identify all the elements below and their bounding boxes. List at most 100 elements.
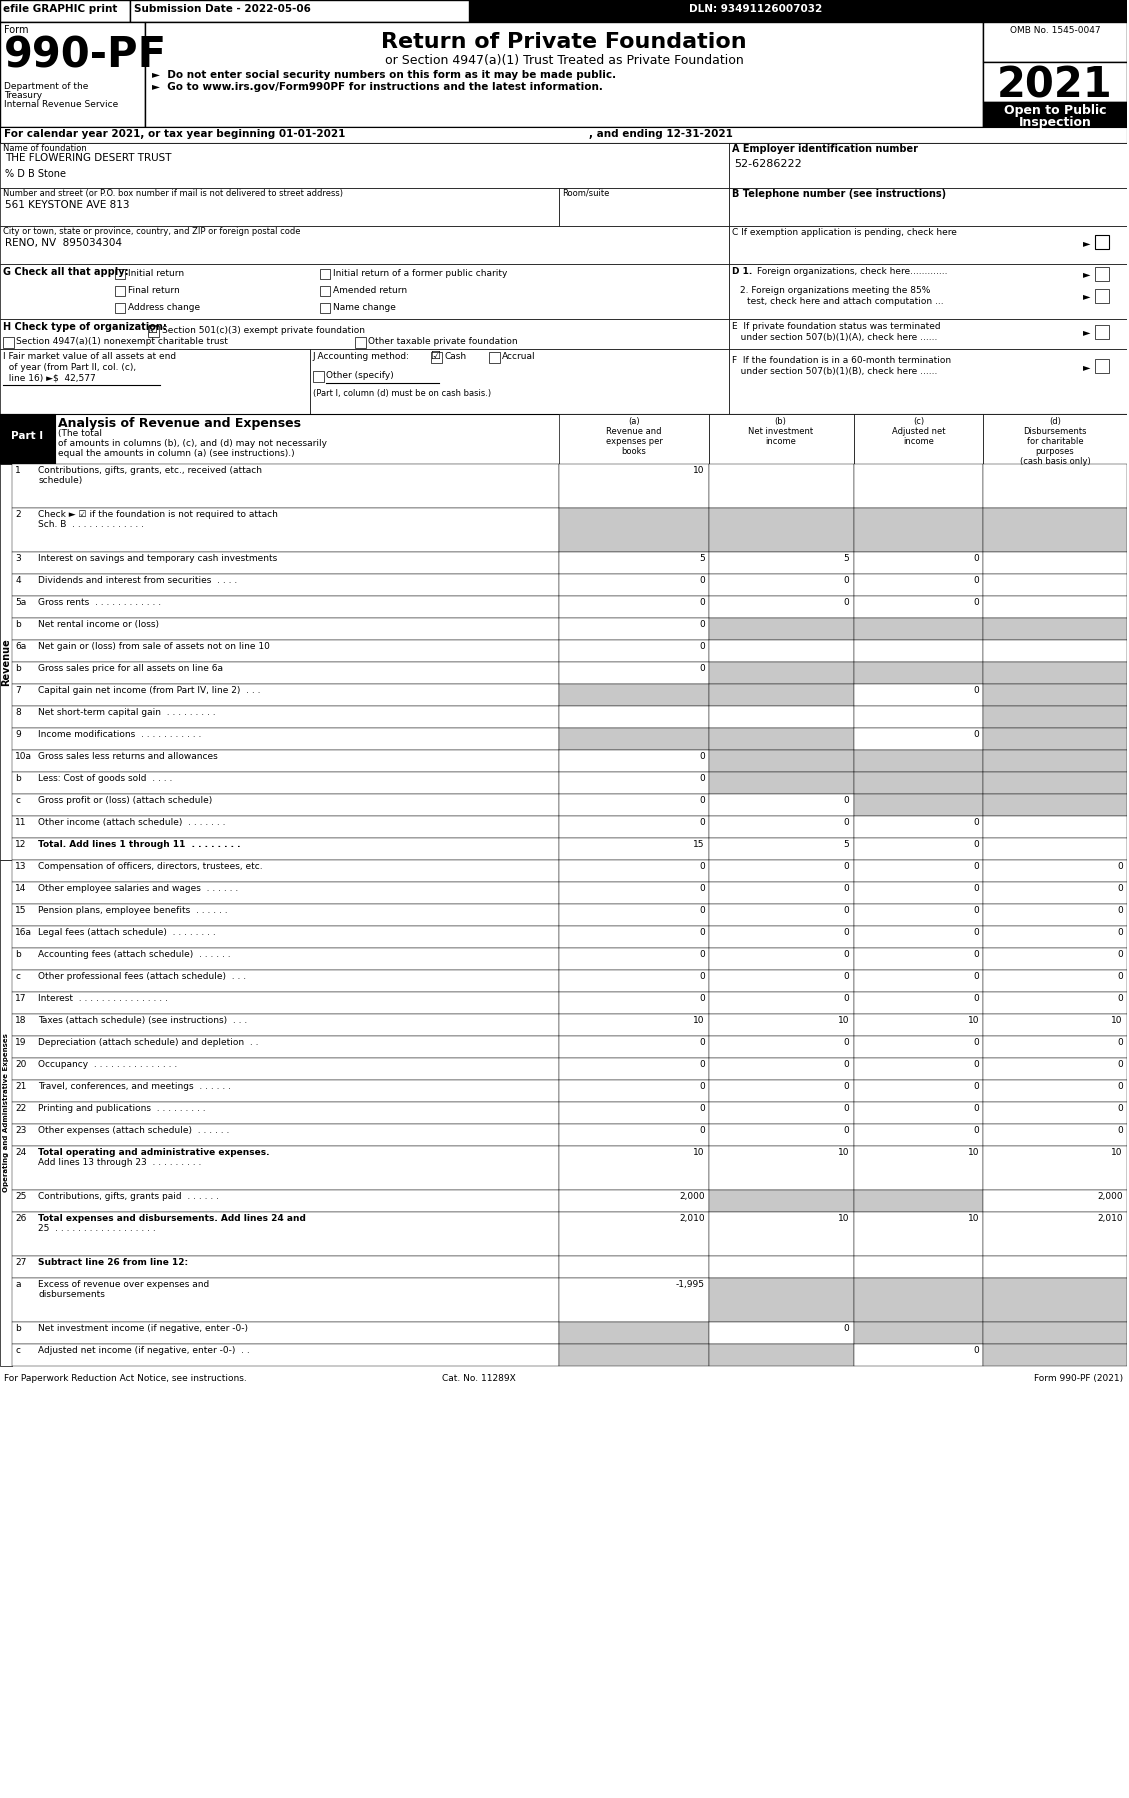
Bar [559, 1322, 709, 1343]
Bar [983, 1145, 1127, 1190]
Text: 10: 10 [968, 1147, 979, 1156]
Text: 0: 0 [973, 1061, 979, 1070]
Bar [983, 771, 1127, 795]
Bar [709, 771, 854, 795]
Bar [12, 904, 559, 926]
Bar [0, 464, 12, 859]
Text: 0: 0 [699, 1061, 704, 1070]
Text: of year (from Part II, col. (c),: of year (from Part II, col. (c), [3, 363, 137, 372]
Text: Final return: Final return [128, 286, 180, 295]
Bar [854, 683, 983, 707]
Bar [0, 414, 1127, 464]
Text: 25: 25 [16, 1192, 27, 1201]
Text: , and ending 12-31-2021: , and ending 12-31-2021 [589, 129, 733, 138]
Bar [854, 552, 983, 574]
Text: 561 KEYSTONE AVE 813: 561 KEYSTONE AVE 813 [6, 200, 130, 210]
Text: expenses per: expenses per [605, 437, 663, 446]
Text: Open to Public: Open to Public [1004, 104, 1106, 117]
Text: Net rental income or (loss): Net rental income or (loss) [38, 620, 159, 629]
Bar [854, 926, 983, 948]
Bar [854, 1343, 983, 1366]
Text: Revenue and: Revenue and [606, 426, 662, 435]
Bar [559, 509, 709, 552]
Text: 0: 0 [699, 818, 704, 827]
Text: Gross sales price for all assets on line 6a: Gross sales price for all assets on line… [38, 663, 224, 672]
Text: purposes: purposes [1035, 448, 1075, 457]
Bar [1095, 236, 1109, 248]
Text: 4: 4 [16, 575, 21, 584]
Text: 0: 0 [843, 1061, 849, 1070]
Text: 0: 0 [843, 599, 849, 608]
Text: 0: 0 [1118, 949, 1123, 958]
Bar [709, 595, 854, 619]
Text: Disbursements: Disbursements [1023, 426, 1087, 435]
Bar [115, 270, 125, 279]
Text: 0: 0 [699, 906, 704, 915]
Text: 10: 10 [968, 1214, 979, 1223]
Bar [983, 1257, 1127, 1278]
Text: Occupancy  . . . . . . . . . . . . . . .: Occupancy . . . . . . . . . . . . . . . [38, 1061, 177, 1070]
Text: Compensation of officers, directors, trustees, etc.: Compensation of officers, directors, tru… [38, 861, 263, 870]
Text: 0: 0 [699, 642, 704, 651]
Text: ►  Go to www.irs.gov/Form990PF for instructions and the latest information.: ► Go to www.irs.gov/Form990PF for instru… [152, 83, 603, 92]
Bar [559, 574, 709, 595]
Bar [709, 414, 854, 464]
Text: Name of foundation: Name of foundation [3, 144, 87, 153]
Bar [559, 904, 709, 926]
Bar [983, 904, 1127, 926]
Text: 0: 0 [843, 1323, 849, 1332]
Text: 2. Foreign organizations meeting the 85%: 2. Foreign organizations meeting the 85% [739, 286, 930, 295]
Bar [709, 1257, 854, 1278]
Text: 0: 0 [843, 818, 849, 827]
Text: 0: 0 [843, 797, 849, 806]
Text: 2: 2 [16, 511, 21, 520]
Bar [559, 189, 729, 227]
Bar [983, 992, 1127, 1014]
Text: Contributions, gifts, grants, etc., received (attach: Contributions, gifts, grants, etc., rece… [38, 466, 262, 475]
Text: Pension plans, employee benefits  . . . . . .: Pension plans, employee benefits . . . .… [38, 906, 228, 915]
Bar [12, 552, 559, 574]
Text: 0: 0 [699, 928, 704, 937]
Bar [0, 0, 130, 22]
Bar [709, 683, 854, 707]
Bar [12, 750, 559, 771]
Text: (b): (b) [774, 417, 787, 426]
Bar [983, 1278, 1127, 1322]
Text: income: income [765, 437, 796, 446]
Text: 10: 10 [693, 1147, 704, 1156]
Text: 0: 0 [699, 663, 704, 672]
Text: 0: 0 [699, 994, 704, 1003]
Bar [709, 969, 854, 992]
Bar [854, 414, 983, 464]
Text: H Check type of organization:: H Check type of organization: [3, 322, 167, 333]
Bar [12, 464, 559, 509]
Text: 21: 21 [16, 1082, 27, 1091]
Text: Other income (attach schedule)  . . . . . . .: Other income (attach schedule) . . . . .… [38, 818, 226, 827]
Bar [12, 1081, 559, 1102]
Bar [709, 707, 854, 728]
Text: 2,010: 2,010 [1097, 1214, 1123, 1223]
Bar [983, 61, 1127, 102]
Bar [854, 640, 983, 662]
Text: 0: 0 [973, 973, 979, 982]
Text: 0: 0 [973, 840, 979, 849]
Text: Printing and publications  . . . . . . . . .: Printing and publications . . . . . . . … [38, 1104, 205, 1113]
Bar [709, 838, 854, 859]
Text: 15: 15 [16, 906, 27, 915]
Text: Section 501(c)(3) exempt private foundation: Section 501(c)(3) exempt private foundat… [161, 325, 365, 334]
Text: Net investment income (if negative, enter -0-): Net investment income (if negative, ente… [38, 1323, 248, 1332]
Text: 10: 10 [838, 1214, 849, 1223]
Text: 0: 0 [973, 906, 979, 915]
Text: 0: 0 [843, 885, 849, 894]
Bar [854, 771, 983, 795]
Text: 20: 20 [16, 1061, 27, 1070]
Text: 0: 0 [699, 1104, 704, 1113]
Text: Amended return: Amended return [333, 286, 406, 295]
Bar [0, 318, 729, 349]
Text: 10: 10 [838, 1147, 849, 1156]
Text: 5: 5 [843, 840, 849, 849]
Text: 0: 0 [973, 1126, 979, 1135]
Bar [983, 707, 1127, 728]
Text: 0: 0 [699, 861, 704, 870]
Bar [854, 509, 983, 552]
